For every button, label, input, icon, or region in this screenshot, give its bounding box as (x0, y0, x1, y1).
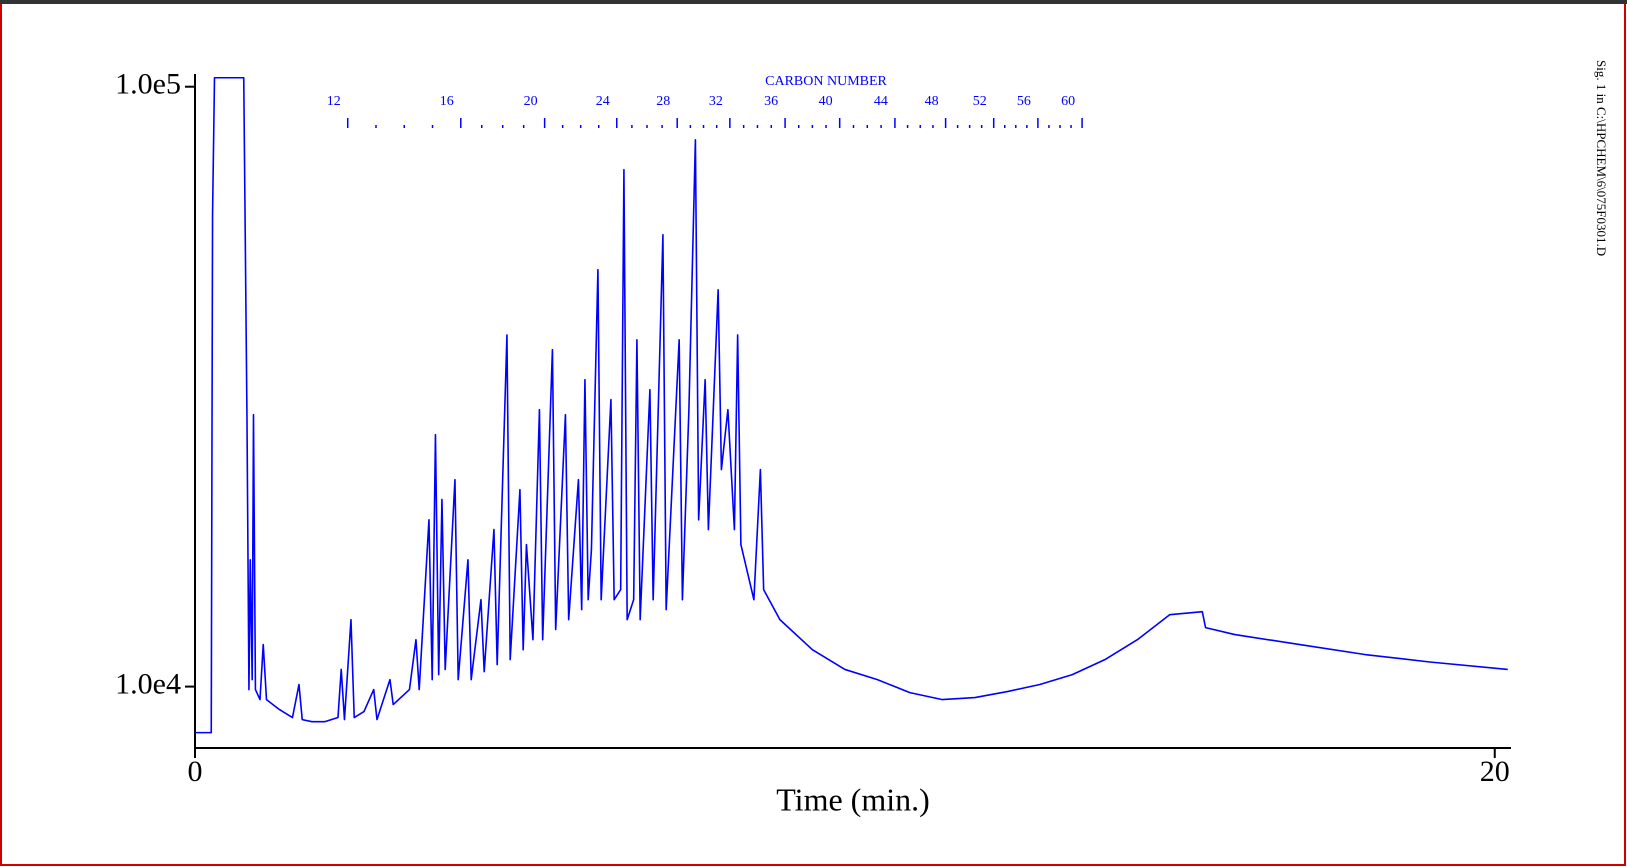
carbon-label: 44 (874, 94, 888, 109)
side-text: Sig. 1 in C:\HPCHEM\6\075F0301.D (1594, 60, 1609, 256)
carbon-label: 56 (1017, 94, 1031, 109)
signal-line (195, 76, 1508, 734)
carbon-label: 60 (1061, 94, 1075, 109)
y-tick-label: 1.0e5 (115, 68, 181, 101)
top-strip (0, 0, 1627, 4)
carbon-label: 52 (973, 94, 987, 109)
carbon-label: 24 (596, 94, 610, 109)
x-tick-label: 20 (1480, 755, 1510, 788)
carbon-title: CARBON NUMBER (765, 74, 887, 89)
x-tick-label: 0 (188, 755, 203, 788)
carbon-label: 20 (524, 94, 538, 109)
carbon-label: 32 (709, 94, 723, 109)
carbon-label: 36 (764, 94, 778, 109)
carbon-label: 40 (819, 94, 833, 109)
carbon-label: 16 (440, 94, 454, 109)
carbon-label: 12 (327, 94, 341, 109)
carbon-label: 48 (925, 94, 939, 109)
y-tick-label: 1.0e4 (115, 667, 181, 700)
x-axis-label: Time (min.) (776, 781, 930, 817)
carbon-label: 28 (656, 94, 670, 109)
